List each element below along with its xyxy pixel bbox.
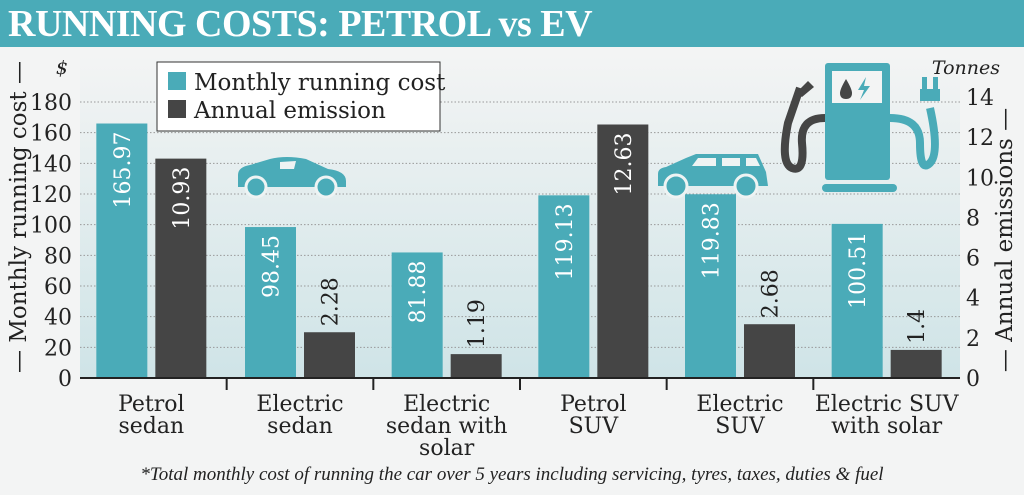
y-tick-label: 40 — [44, 306, 72, 331]
bar-monthly-cost — [538, 195, 590, 378]
sedan-car-icon — [238, 157, 346, 199]
category-label-line: Electric SUV — [815, 392, 960, 417]
legend: Monthly running cost Annual emission — [156, 61, 446, 132]
y-tick-label: 80 — [44, 244, 72, 269]
legend-label-emission: Annual emission — [193, 98, 386, 124]
bar-value-label: 10.93 — [170, 167, 195, 230]
y2-tick-label: 2 — [966, 327, 980, 352]
bar-monthly-cost — [391, 252, 443, 378]
bar-value-label: 100.51 — [846, 232, 871, 309]
y2-axis-title: — Annual emissions — — [992, 108, 1018, 372]
bar-annual-emission — [155, 158, 207, 378]
category-label-line: SUV — [715, 414, 766, 439]
category-label: Petrol SUV — [560, 392, 626, 439]
y2-tick-label: 10 — [966, 166, 994, 191]
category-label-line: SUV — [569, 414, 620, 439]
y2-tick-label: 12 — [966, 126, 994, 151]
bar-value-label: 12.63 — [612, 132, 637, 195]
y-unit-label: $ — [56, 57, 68, 79]
bar-monthly-cost — [245, 227, 296, 378]
y-tick-label: 120 — [30, 183, 72, 208]
category-label-line: sedan — [267, 414, 333, 439]
category-label: Petrol sedan — [118, 392, 184, 439]
category-label-line: Electric — [403, 392, 490, 417]
bar-annual-emission — [450, 354, 502, 378]
footnote: *Total monthly cost of running the car o… — [140, 464, 884, 485]
bar-annual-emission — [744, 324, 795, 378]
category-label-line: sedan — [118, 414, 184, 439]
category-label-line: with solar — [831, 414, 943, 439]
bar-monthly-cost — [685, 194, 736, 378]
bar-value-label: 165.97 — [111, 132, 136, 209]
fuel-ev-pump-icon — [780, 63, 940, 192]
chart-title: RUNNING COSTS: PETROL vs EV — [8, 3, 593, 45]
legend-label-cost: Monthly running cost — [194, 70, 446, 96]
y-tick-label: 60 — [44, 275, 72, 300]
y-axis-title: — Monthly running cost — — [6, 61, 32, 373]
y2-tick-label: 4 — [966, 287, 980, 312]
y-tick-label: 180 — [30, 91, 72, 116]
y-tick-label: 0 — [58, 367, 72, 392]
category-label-line: Electric — [696, 392, 783, 417]
bar-value-label: 1.4 — [905, 309, 930, 344]
legend-swatch-emission — [168, 100, 186, 118]
bar-annual-emission — [304, 332, 355, 378]
y2-unit-label: Tonnes — [932, 57, 1000, 79]
category-label-line: Petrol — [560, 392, 626, 417]
legend-swatch-cost — [168, 72, 186, 90]
y2-tick-label: 8 — [966, 206, 980, 231]
bar-value-label: 2.68 — [759, 269, 784, 318]
y2-tick-label: 6 — [966, 247, 980, 272]
y2-tick-label: 14 — [966, 86, 994, 111]
suv-car-icon — [658, 154, 768, 199]
bar-value-label: 119.13 — [553, 203, 578, 280]
bar-value-label: 81.88 — [406, 260, 431, 323]
y2-axis-title-text: Annual emissions — [992, 138, 1018, 343]
category-label-line: sedan with — [386, 414, 508, 439]
bar-value-label: 2.28 — [319, 277, 344, 326]
y-tick-label: 160 — [30, 122, 72, 147]
category-label-line: Petrol — [118, 392, 184, 417]
bar-value-label: 1.19 — [465, 299, 490, 348]
category-label: Electric SUV — [696, 392, 783, 439]
bar-value-label: 98.45 — [260, 235, 285, 298]
bar-annual-emission — [890, 349, 942, 378]
bar-monthly-cost — [831, 223, 883, 378]
bar-value-label: 119.83 — [700, 202, 725, 279]
y-tick-label: 20 — [44, 336, 72, 361]
y-tick-label: 100 — [30, 214, 72, 239]
y-tick-label: 140 — [30, 152, 72, 177]
y2-tick-label: 0 — [966, 367, 980, 392]
category-label-line: Electric — [256, 392, 343, 417]
category-label-line: solar — [419, 436, 475, 461]
category-label: Electric sedan — [256, 392, 343, 439]
title-bar: RUNNING COSTS: PETROL vs EV — [0, 0, 1024, 47]
category-label: Electric SUV with solar — [815, 392, 960, 439]
bar-annual-emission — [597, 124, 649, 378]
y-axis-title-text: Monthly running cost — [6, 91, 32, 343]
category-label: Electric sedan with solar — [386, 392, 508, 461]
bar-monthly-cost — [96, 123, 148, 378]
